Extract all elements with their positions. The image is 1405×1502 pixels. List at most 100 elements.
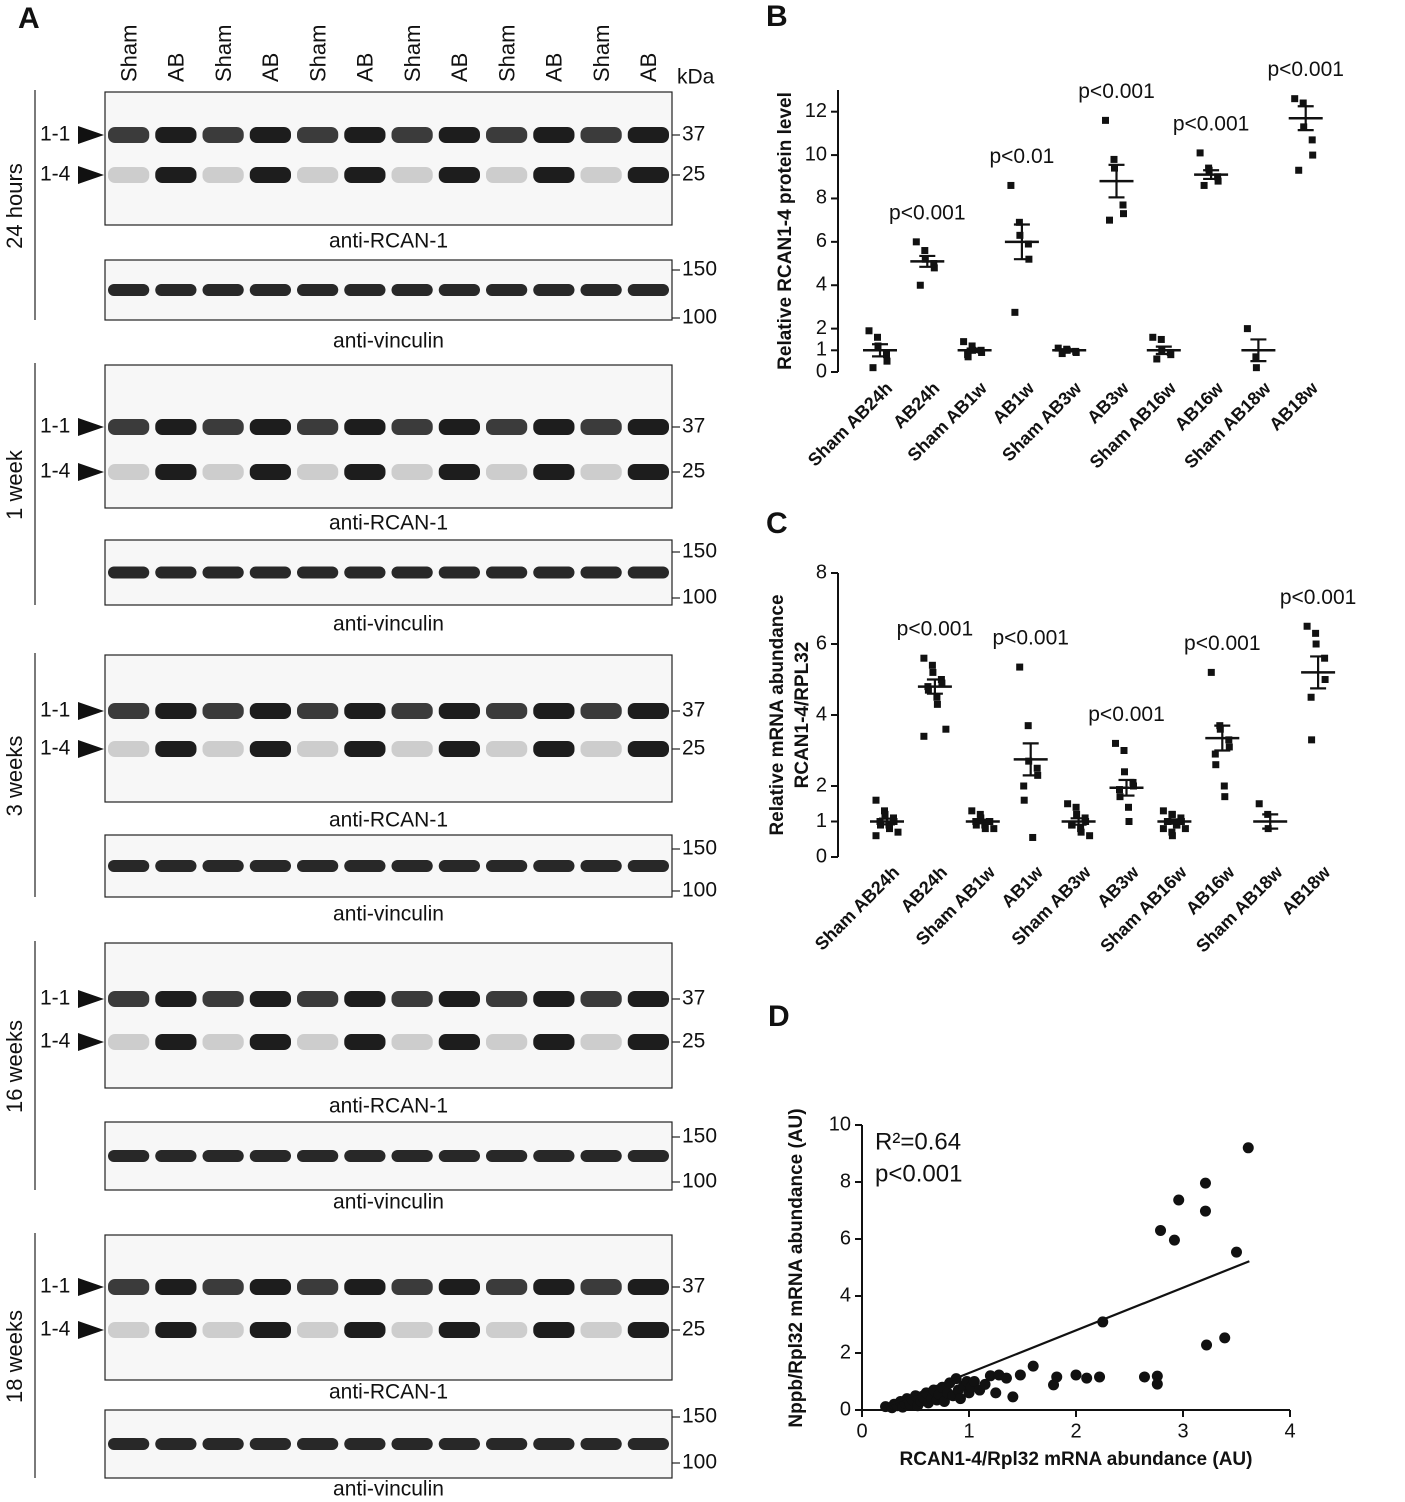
y-tick-label: 10	[805, 143, 827, 165]
x-tick-label: 0	[856, 1420, 867, 1442]
blot-caption: anti-RCAN-1	[329, 809, 448, 832]
data-point	[881, 810, 889, 818]
band	[344, 1438, 386, 1450]
data-point	[1321, 654, 1329, 662]
data-point	[1151, 1378, 1163, 1390]
x-tick-label: Sham AB16w	[1096, 861, 1191, 956]
lane-label: Sham	[589, 25, 614, 82]
data-point	[869, 364, 877, 372]
y-tick-label: 6	[816, 230, 827, 252]
data-point	[979, 1378, 991, 1390]
p-value: p<0.001	[1280, 586, 1357, 609]
data-point	[1027, 1360, 1039, 1372]
band	[297, 1322, 339, 1338]
data-point	[912, 238, 920, 246]
band	[108, 1150, 150, 1162]
data-point	[1321, 676, 1329, 683]
band	[627, 419, 669, 435]
x-tick-label: Sham AB24h	[811, 862, 903, 954]
band	[344, 1150, 386, 1162]
p-value: p<0.001	[1267, 58, 1344, 81]
band	[438, 566, 480, 579]
data-point	[933, 700, 941, 708]
band	[344, 1034, 386, 1050]
regression-line	[882, 1260, 1250, 1409]
isoform-arrow	[78, 1278, 104, 1296]
data-point	[1024, 722, 1032, 730]
data-point	[1153, 355, 1161, 363]
lane-label: Sham	[211, 25, 236, 82]
data-point	[1015, 218, 1023, 226]
band	[108, 566, 150, 579]
data-point	[1033, 764, 1041, 772]
band	[580, 1150, 622, 1162]
data-point	[1199, 1205, 1211, 1217]
band	[627, 1438, 669, 1450]
data-point	[976, 810, 984, 818]
y-axis-title: Relative RCAN1-4 protein level	[775, 92, 796, 370]
data-point	[1029, 833, 1037, 841]
p-value: p<0.001	[1078, 80, 1155, 103]
band	[391, 284, 433, 296]
band	[391, 1034, 433, 1050]
band	[627, 991, 669, 1007]
isoform-arrow	[78, 702, 104, 720]
data-point	[1064, 800, 1072, 808]
band	[297, 741, 339, 757]
band	[580, 991, 622, 1007]
data-point	[1077, 828, 1085, 836]
isoform-label: 1-4	[40, 1318, 71, 1341]
data-point	[1307, 693, 1315, 701]
blot-membrane	[104, 539, 673, 606]
band	[627, 741, 669, 757]
data-point	[1125, 803, 1132, 811]
band	[155, 464, 197, 480]
data-point	[1086, 832, 1094, 840]
data-point	[1025, 757, 1033, 765]
band	[202, 1438, 244, 1450]
band	[391, 419, 433, 435]
data-point	[1016, 663, 1024, 671]
band	[155, 1034, 197, 1050]
band	[580, 284, 622, 296]
data-point	[1181, 825, 1189, 833]
data-point	[981, 825, 989, 833]
band	[344, 860, 386, 872]
x-tick-label: 4	[1284, 1420, 1295, 1442]
band	[533, 284, 575, 296]
marker-label: 100	[682, 879, 717, 902]
band	[486, 1279, 528, 1295]
marker-label: 150	[682, 1125, 717, 1148]
band	[391, 1438, 433, 1450]
isoform-label: 1-1	[40, 987, 70, 1010]
data-point	[886, 825, 893, 833]
isoform-label: 1-1	[40, 123, 70, 146]
isoform-label: 1-4	[40, 1030, 71, 1053]
band	[486, 1438, 528, 1450]
band	[202, 1034, 244, 1050]
marker-label: 37	[682, 1275, 705, 1298]
band	[249, 127, 291, 143]
data-point	[1225, 743, 1233, 751]
data-point	[981, 821, 989, 829]
marker-label: 100	[682, 1451, 717, 1474]
data-point	[1159, 825, 1167, 833]
band	[249, 566, 291, 579]
data-point	[1130, 782, 1137, 790]
band	[627, 464, 669, 480]
band	[627, 1279, 669, 1295]
blot-caption: anti-vinculin	[333, 903, 444, 926]
band	[438, 1279, 480, 1295]
band	[627, 703, 669, 719]
band	[391, 860, 433, 872]
data-point	[1255, 800, 1263, 808]
band	[155, 284, 197, 296]
data-point	[929, 668, 937, 676]
band	[108, 464, 150, 480]
data-point	[1214, 173, 1222, 181]
data-point	[1220, 782, 1228, 790]
band	[580, 464, 622, 480]
lane-label: AB	[164, 53, 189, 82]
p-value: p<0.001	[1173, 112, 1250, 135]
